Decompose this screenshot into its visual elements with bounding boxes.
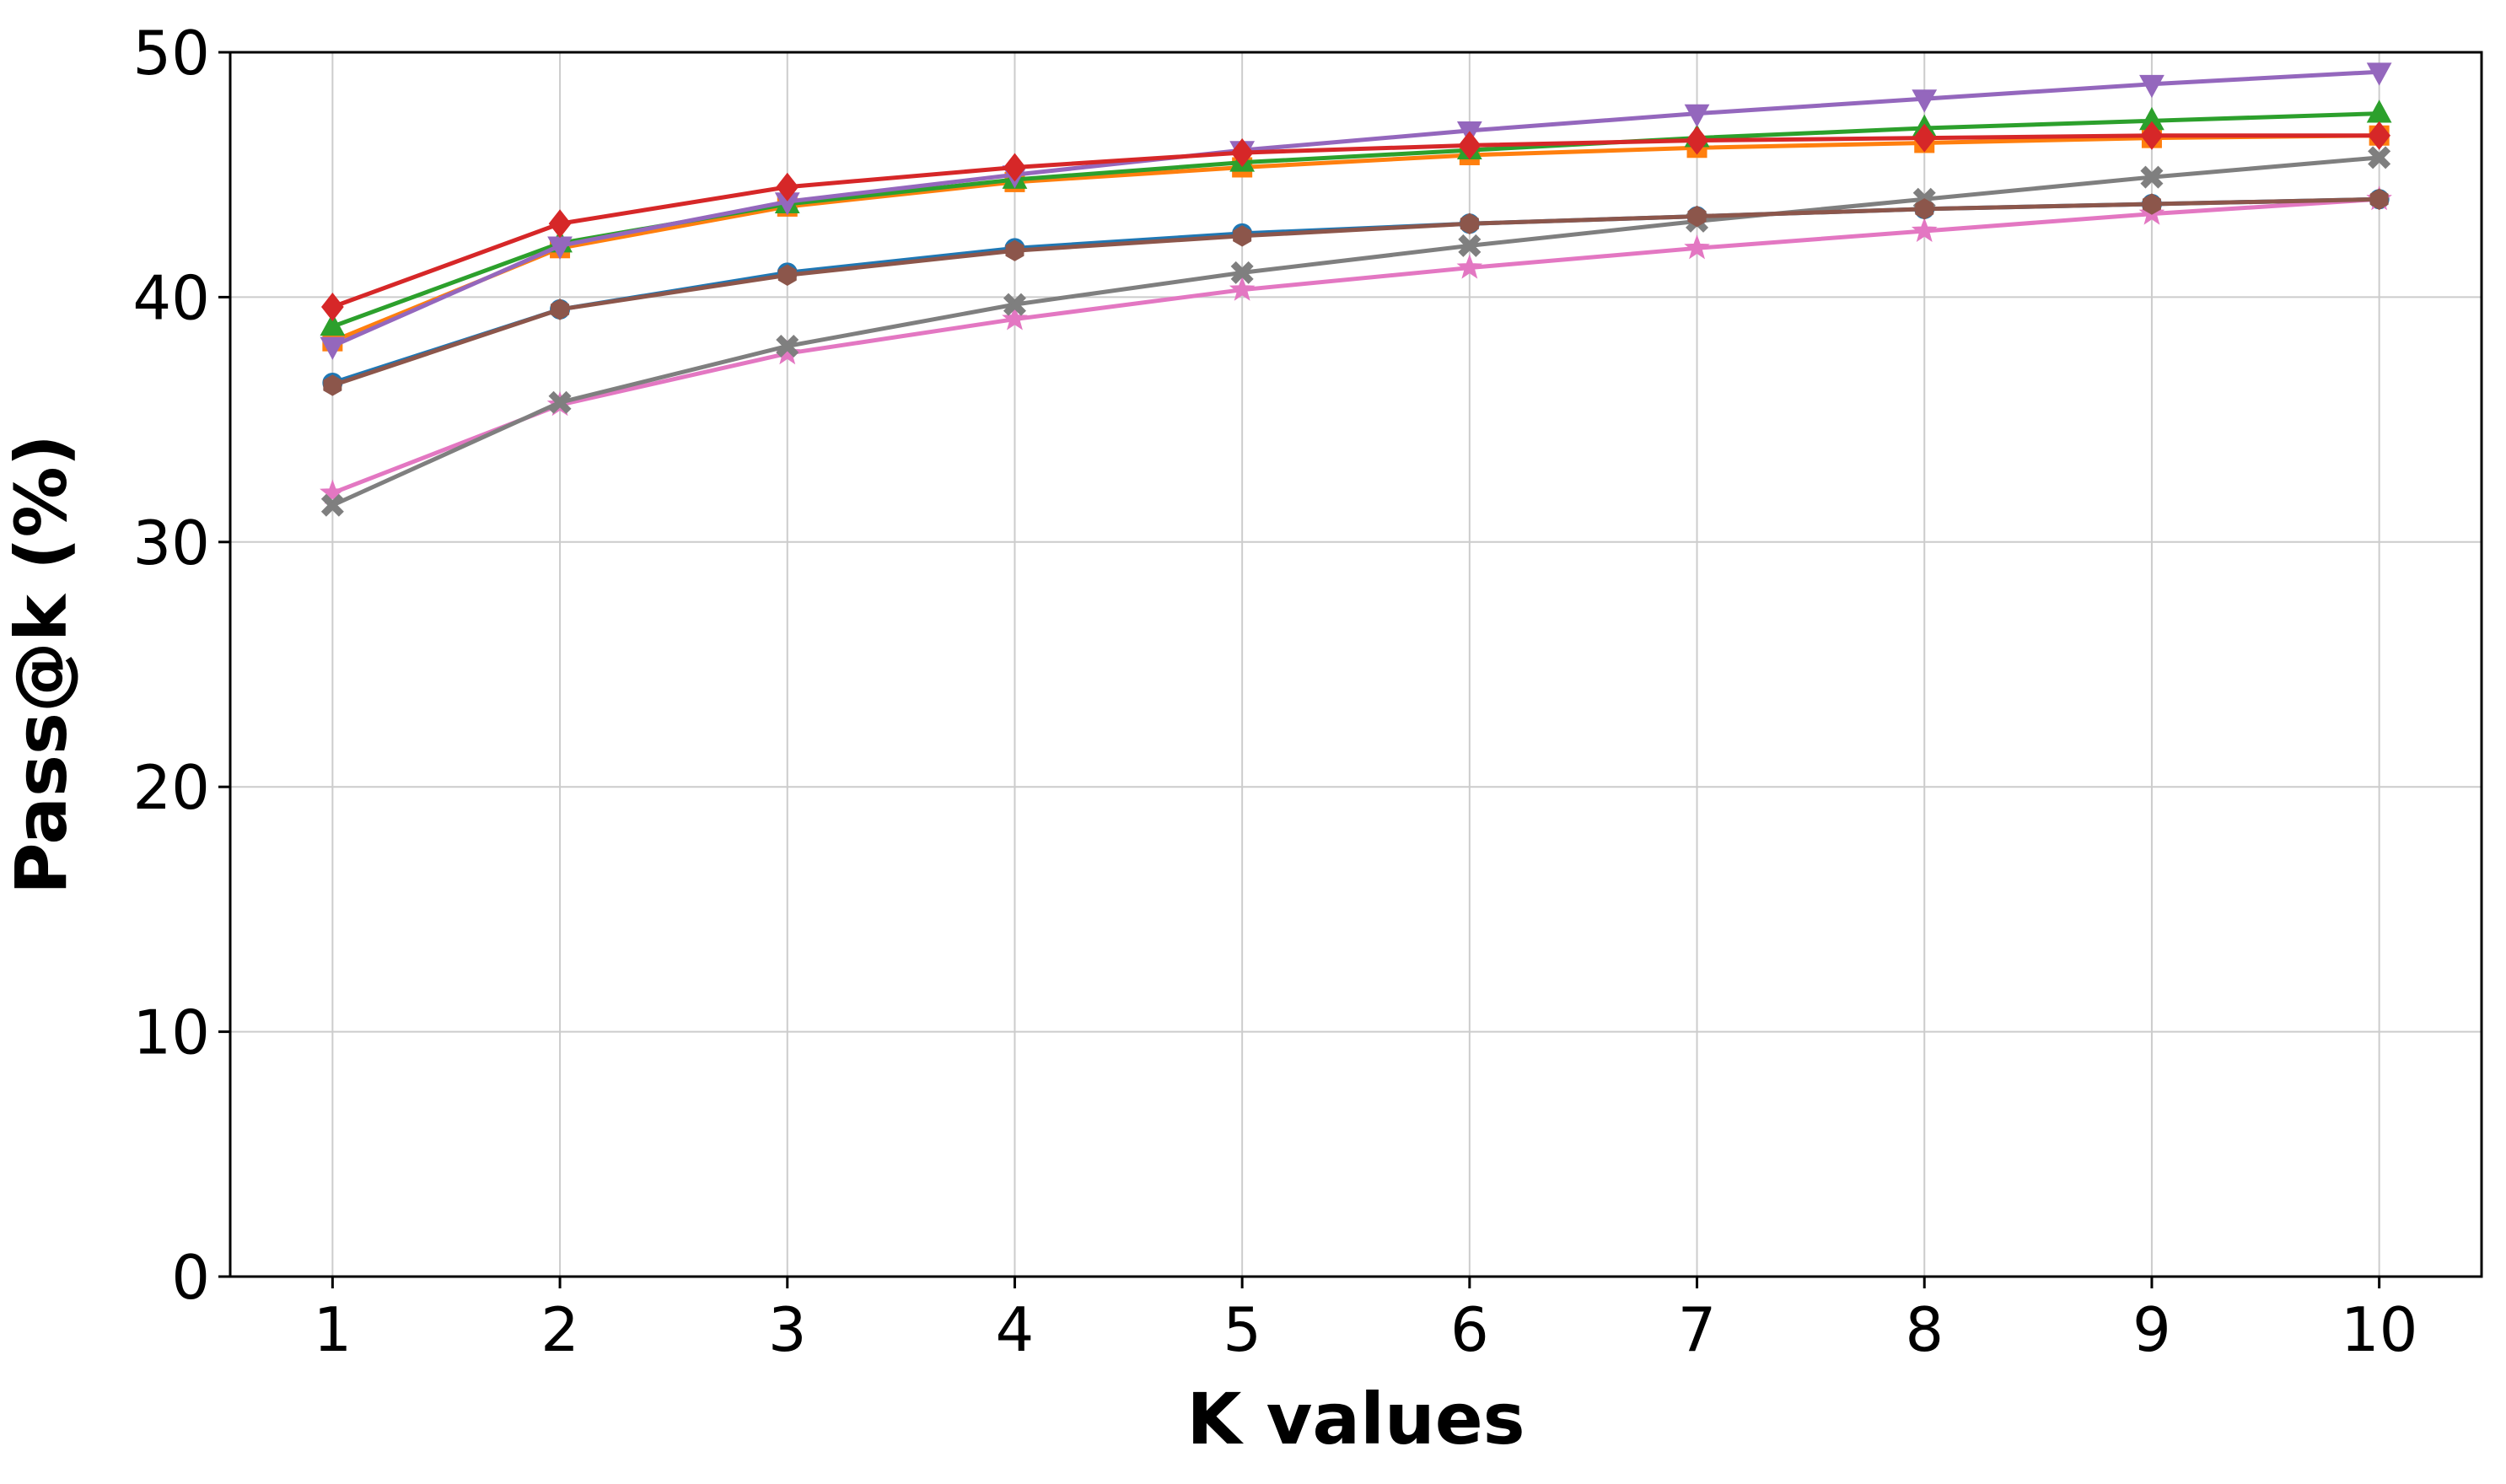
series-6-line — [331, 155, 2380, 508]
x-tick-label: 6 — [1450, 1294, 1489, 1365]
x-tick-label: 9 — [2132, 1294, 2171, 1365]
series-8-point — [1458, 131, 1482, 160]
y-tick-label: 50 — [132, 18, 210, 89]
y-tick-label: 40 — [132, 262, 210, 333]
series-6-point — [548, 390, 572, 414]
x-tick-label: 8 — [1905, 1294, 1944, 1365]
series-7-point — [1005, 239, 1024, 261]
series-7-point — [2369, 188, 2389, 210]
series-5-point — [320, 479, 346, 504]
x-tick-label: 2 — [540, 1294, 579, 1365]
series-1-line — [331, 196, 2380, 385]
series-4-point — [2366, 62, 2392, 86]
series-7-point — [1233, 225, 1252, 247]
series-2 — [322, 125, 2390, 352]
series-6-point — [1230, 261, 1254, 284]
series-8-point — [1003, 153, 1026, 182]
x-tick-label: 4 — [996, 1294, 1035, 1365]
series-4-point — [2139, 74, 2165, 99]
series-5-point — [1684, 234, 1710, 260]
axis-ticks: 1 2 3 4 5 6 7 8 9 10 0 10 20 30 40 50 — [132, 18, 2417, 1365]
series-7-point — [777, 264, 797, 286]
series-7-point — [2142, 193, 2161, 215]
x-tick-label: 10 — [2341, 1294, 2418, 1365]
series-5-point — [1456, 254, 1483, 279]
series-8-point — [776, 172, 799, 202]
series-8-point — [1686, 126, 1708, 155]
series-7-point — [323, 374, 342, 396]
series-5-point — [1002, 305, 1028, 331]
series-layer — [320, 62, 2392, 517]
x-tick-label: 5 — [1223, 1294, 1261, 1365]
series-2-line — [331, 133, 2380, 343]
series-4-line — [331, 69, 2380, 348]
series-6 — [320, 146, 2391, 517]
series-6-point — [2140, 165, 2164, 189]
series-8-point — [1230, 138, 1254, 168]
series-6-point — [2368, 146, 2391, 169]
series-6-point — [1003, 293, 1026, 316]
series-5-point — [1911, 217, 1938, 243]
series-7-point — [1687, 205, 1707, 228]
x-tick-label: 7 — [1678, 1294, 1717, 1365]
series-8 — [320, 121, 2391, 322]
series-8-line — [331, 133, 2380, 309]
y-axis-title: Pass@k (%) — [0, 434, 83, 895]
x-tick-label: 3 — [768, 1294, 807, 1365]
series-4-point — [1684, 104, 1710, 127]
y-tick-label: 10 — [132, 997, 210, 1068]
series-5-line — [331, 196, 2380, 496]
grid — [230, 51, 2482, 1277]
y-tick-label: 20 — [132, 752, 210, 823]
series-7-point — [1915, 198, 1934, 220]
series-8-point — [2368, 121, 2391, 150]
series-3-point — [320, 312, 346, 336]
series-8-point — [548, 209, 572, 239]
x-tick-label: 1 — [313, 1294, 352, 1365]
series-4-point — [1912, 89, 1938, 113]
x-axis-title: K values — [1186, 1378, 1525, 1460]
series-7 — [323, 188, 2389, 396]
series-8-point — [320, 292, 344, 322]
y-tick-label: 30 — [132, 508, 210, 578]
series-4-point — [320, 336, 346, 360]
series-6-point — [1458, 234, 1482, 257]
y-tick-label: 0 — [171, 1242, 210, 1313]
series-8-point — [2140, 121, 2164, 150]
series-8-point — [1912, 123, 1936, 153]
plot-frame — [229, 51, 2483, 1278]
series-7-point — [551, 298, 570, 320]
series-6-point — [320, 493, 344, 517]
series-6-point — [776, 334, 799, 358]
series-7-point — [1460, 212, 1479, 234]
series-5-point — [1229, 276, 1256, 301]
series-7-line — [331, 196, 2380, 388]
